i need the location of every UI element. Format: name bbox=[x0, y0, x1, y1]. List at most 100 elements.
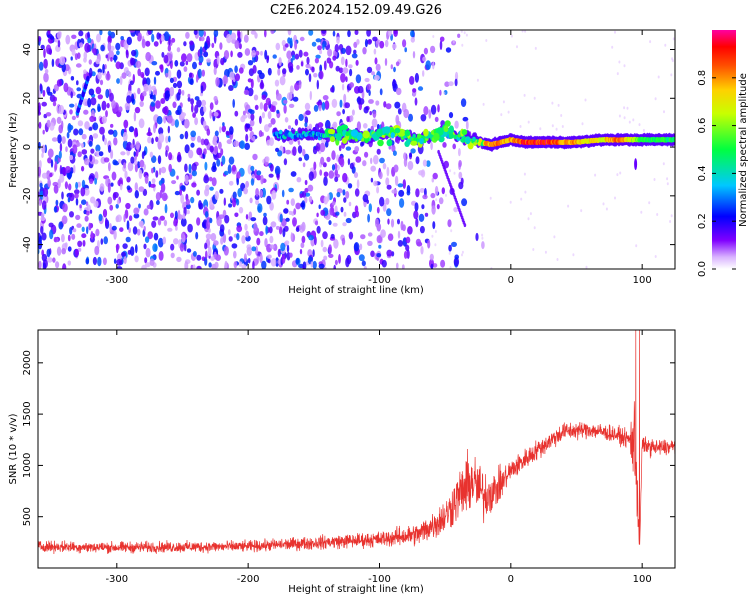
noise-cell bbox=[385, 197, 390, 205]
noise-cell bbox=[384, 39, 389, 48]
noise-cell bbox=[53, 236, 57, 243]
noise-cell bbox=[245, 180, 250, 188]
noise-cell bbox=[134, 190, 139, 199]
noise-cell bbox=[458, 171, 463, 180]
noise-cell bbox=[460, 30, 463, 33]
noise-cell bbox=[112, 192, 117, 201]
noise-cell bbox=[197, 135, 201, 143]
noise-cell bbox=[476, 78, 479, 82]
noise-cell bbox=[228, 180, 234, 186]
noise-cell bbox=[247, 257, 251, 264]
noise-cell bbox=[254, 104, 259, 110]
noise-cell bbox=[232, 98, 235, 108]
noise-cell bbox=[360, 141, 364, 147]
noise-cell bbox=[95, 144, 101, 153]
noise-cell bbox=[107, 30, 112, 36]
noise-cell bbox=[381, 259, 387, 268]
noise-cell bbox=[304, 153, 310, 161]
noise-cell bbox=[454, 78, 458, 87]
noise-cell bbox=[551, 101, 554, 105]
noise-cell bbox=[286, 50, 292, 60]
noise-cell bbox=[410, 148, 416, 154]
noise-cell bbox=[465, 33, 468, 37]
noise-cell bbox=[355, 74, 362, 84]
noise-cell bbox=[304, 187, 309, 193]
noise-cell bbox=[88, 67, 93, 78]
noise-cell bbox=[82, 240, 86, 247]
noise-cell bbox=[330, 86, 335, 93]
noise-cell bbox=[67, 246, 72, 252]
noise-cell bbox=[59, 173, 65, 183]
noise-cell bbox=[183, 66, 188, 72]
noise-cell bbox=[240, 31, 243, 40]
noise-cell bbox=[345, 191, 350, 199]
noise-cell bbox=[203, 138, 209, 146]
noise-cell bbox=[346, 116, 350, 123]
noise-cell bbox=[510, 34, 513, 38]
noise-cell bbox=[87, 97, 92, 108]
noise-cell bbox=[46, 248, 51, 258]
noise-cell bbox=[138, 203, 141, 209]
noise-cell bbox=[328, 244, 332, 255]
noise-cell bbox=[415, 156, 420, 165]
noise-cell bbox=[105, 88, 110, 99]
noise-cell bbox=[52, 101, 57, 107]
noise-cell bbox=[406, 249, 410, 259]
noise-cell bbox=[180, 217, 187, 227]
noise-cell bbox=[252, 153, 258, 161]
noise-cell bbox=[83, 69, 87, 74]
noise-cell bbox=[572, 253, 575, 257]
noise-cell bbox=[247, 87, 254, 97]
noise-cell bbox=[198, 55, 204, 64]
noise-cell bbox=[75, 181, 79, 190]
noise-cell bbox=[191, 182, 197, 188]
noise-cell bbox=[204, 188, 210, 197]
noise-cell bbox=[244, 48, 251, 56]
noise-cell bbox=[151, 178, 156, 184]
noise-cell bbox=[413, 210, 419, 220]
noise-cell bbox=[144, 67, 150, 77]
y-tick-label: 1000 bbox=[22, 453, 33, 478]
noise-cell bbox=[108, 162, 111, 172]
noise-cell bbox=[184, 261, 189, 269]
noise-cell bbox=[295, 202, 301, 210]
colorbar-tick-label: 0.4 bbox=[697, 165, 708, 181]
noise-cell bbox=[370, 157, 373, 164]
noise-cell bbox=[229, 126, 234, 135]
noise-cell bbox=[128, 126, 135, 133]
noise-cell bbox=[391, 43, 397, 50]
noise-cell bbox=[76, 87, 81, 92]
noise-cell bbox=[301, 221, 306, 232]
signal-blob bbox=[404, 129, 411, 137]
noise-cell bbox=[654, 255, 657, 258]
noise-cell bbox=[414, 97, 418, 106]
colorbar-tick-label: 0.0 bbox=[697, 261, 708, 277]
noise-cell bbox=[306, 56, 310, 65]
noise-cell bbox=[405, 244, 410, 252]
spectrogram-y-label: Frequency (Hz) bbox=[8, 112, 19, 188]
noise-cell bbox=[288, 210, 293, 215]
noise-cell bbox=[206, 128, 211, 136]
noise-cell bbox=[47, 157, 52, 164]
noise-cell bbox=[218, 214, 225, 219]
noise-cell bbox=[359, 243, 363, 251]
noise-cell bbox=[223, 246, 229, 256]
noise-cell bbox=[59, 164, 63, 175]
noise-cell bbox=[302, 265, 305, 269]
noise-cell bbox=[206, 220, 211, 230]
y-tick-label: 0 bbox=[22, 144, 33, 150]
noise-cell bbox=[380, 229, 386, 238]
noise-cell bbox=[331, 201, 336, 206]
noise-cell bbox=[332, 30, 336, 37]
noise-cell bbox=[219, 42, 223, 50]
noise-cell bbox=[502, 100, 505, 104]
noise-cell bbox=[332, 121, 338, 129]
noise-cell bbox=[181, 232, 185, 239]
noise-cell bbox=[265, 225, 268, 235]
noise-cell bbox=[119, 227, 124, 233]
noise-cell bbox=[253, 222, 258, 232]
noise-cell bbox=[373, 154, 379, 165]
noise-cell bbox=[355, 59, 359, 66]
noise-cell bbox=[223, 197, 226, 206]
noise-cell bbox=[146, 204, 151, 210]
